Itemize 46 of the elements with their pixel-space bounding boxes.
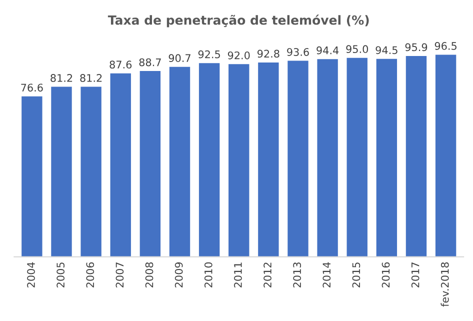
x-tick-label: 2008 xyxy=(145,262,154,288)
x-tick-label: 2011 xyxy=(234,262,242,288)
bar xyxy=(346,58,368,257)
x-tick-label: 2010 xyxy=(204,262,212,288)
x-tick-label: 2015 xyxy=(352,262,360,288)
bar xyxy=(80,86,102,257)
data-label: 92.5 xyxy=(198,50,220,58)
x-tick-label: 2004 xyxy=(27,262,35,288)
bar xyxy=(406,56,427,257)
bar xyxy=(22,96,42,257)
bar xyxy=(110,73,131,257)
bar xyxy=(51,86,72,257)
x-tick-label: 2013 xyxy=(293,262,302,288)
bar xyxy=(228,64,250,257)
data-label: 92.0 xyxy=(228,51,250,60)
x-tick-label: 2014 xyxy=(322,262,331,288)
bar xyxy=(288,60,308,257)
data-label: 81.2 xyxy=(50,74,72,82)
data-label: 93.6 xyxy=(287,48,309,56)
data-label: 95.0 xyxy=(346,45,368,54)
data-label: 94.5 xyxy=(376,46,398,54)
x-tick-label: 2009 xyxy=(174,262,183,288)
chart-title: Taxa de penetração de telemóvel (%) xyxy=(108,14,369,28)
bar xyxy=(317,59,338,257)
data-label: 95.9 xyxy=(405,43,428,52)
data-label: 87.6 xyxy=(110,60,132,69)
bar xyxy=(198,63,220,257)
data-label: 81.2 xyxy=(80,74,102,82)
x-tick-label: 2016 xyxy=(382,262,390,288)
x-tick-label: 2005 xyxy=(56,262,65,288)
x-tick-label: 2012 xyxy=(264,262,272,288)
bar xyxy=(435,54,456,257)
bar xyxy=(140,71,161,257)
data-label: 94.4 xyxy=(316,46,339,54)
x-tick-label: 2006 xyxy=(86,262,94,288)
data-label: 96.5 xyxy=(434,42,456,50)
data-label: 90.7 xyxy=(168,54,190,62)
x-tick-label: fev.2018 xyxy=(440,262,449,307)
data-label: 76.6 xyxy=(21,84,43,92)
bar xyxy=(376,58,398,257)
x-tick-label: 2017 xyxy=(411,262,420,288)
x-tick-label: 2007 xyxy=(116,262,124,288)
bar xyxy=(258,62,279,257)
data-label: 88.7 xyxy=(139,58,161,66)
bar xyxy=(169,66,190,257)
data-label: 92.8 xyxy=(257,50,280,58)
